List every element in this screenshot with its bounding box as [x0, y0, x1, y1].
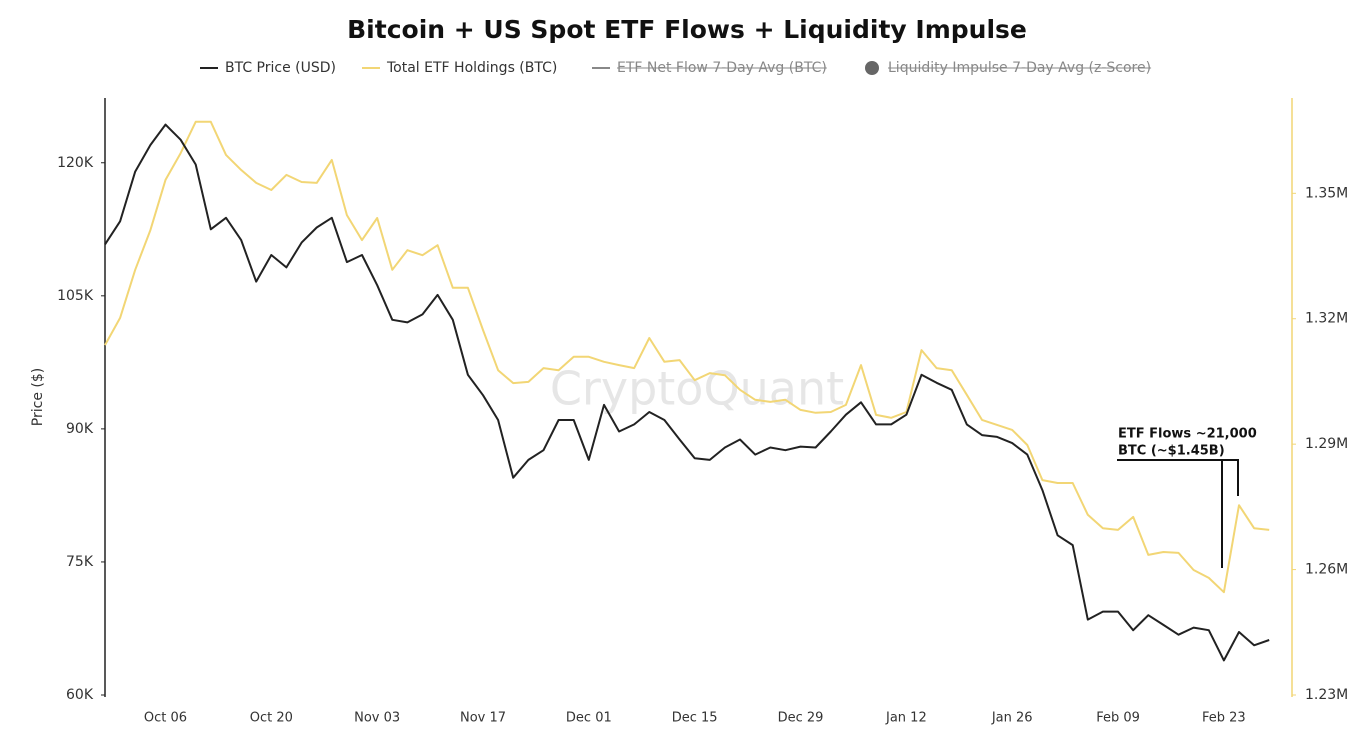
x-tick-label: Jan 12 — [885, 711, 927, 726]
y-tick-label: 105K — [57, 288, 94, 304]
x-tick-label: Oct 20 — [250, 711, 293, 726]
x-tick-label: Nov 03 — [354, 711, 400, 726]
annotation: ETF Flows ~21,000 BTC (~$1.45B) — [1117, 427, 1257, 568]
y-tick-label: 75K — [66, 554, 94, 570]
chart-title: Bitcoin + US Spot ETF Flows + Liquidity … — [347, 15, 1027, 44]
y-tick-label: 90K — [66, 421, 94, 437]
series-line — [104, 120, 1270, 594]
legend-marker — [865, 61, 879, 75]
y2-tick-label: 1.23M — [1305, 687, 1348, 703]
annotation-text: BTC (~$1.45B) — [1118, 444, 1225, 459]
watermark: CryptoQuant — [550, 362, 844, 416]
annotation-text: ETF Flows ~21,000 — [1118, 427, 1257, 442]
x-tick-label: Nov 17 — [460, 711, 506, 726]
annotation-bracket — [1117, 459, 1239, 568]
x-tick-label: Dec 29 — [778, 711, 824, 726]
x-tick-label: Dec 15 — [672, 711, 718, 726]
y-tick-label: 120K — [57, 155, 94, 171]
x-tick-label: Feb 23 — [1202, 711, 1246, 726]
y-tick-label: 60K — [66, 687, 94, 703]
x-tick-label: Jan 26 — [991, 711, 1033, 726]
y2-tick-label: 1.29M — [1305, 436, 1348, 452]
x-tick-label: Feb 09 — [1096, 711, 1140, 726]
legend-label: BTC Price (USD) — [225, 60, 336, 76]
y2-tick-label: 1.35M — [1305, 185, 1348, 201]
y-axis-label: Price ($) — [30, 368, 46, 426]
x-tick-label: Oct 06 — [144, 711, 187, 726]
y2-tick-label: 1.32M — [1305, 311, 1348, 327]
y2-tick-label: 1.26M — [1305, 562, 1348, 578]
x-tick-label: Dec 01 — [566, 711, 612, 726]
plot-area — [104, 120, 1270, 662]
legend-label: Total ETF Holdings (BTC) — [386, 60, 557, 76]
series-line — [104, 123, 1270, 662]
